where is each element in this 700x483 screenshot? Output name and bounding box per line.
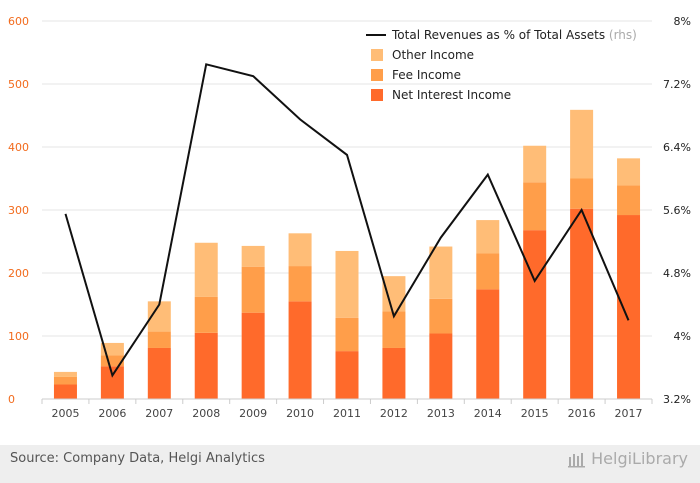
bar-net-interest-income xyxy=(241,312,265,399)
y-right-tick-label: 5.6% xyxy=(663,204,691,217)
source-text: Source: Company Data, Helgi Analytics xyxy=(10,451,265,466)
chart-svg: 0 100 200 300 400 500 600 3.2% 4% 4.8% 5.6% 6.4% 7.2… xyxy=(8,15,691,420)
x-tick-label: 2011 xyxy=(333,407,361,420)
bar-fee-income xyxy=(570,178,594,209)
y-right-tick-label: 4.8% xyxy=(663,267,691,280)
bar-fee-income xyxy=(523,182,547,231)
y-right-tick-label: 3.2% xyxy=(663,393,691,406)
bar-other-income xyxy=(288,233,312,267)
y-right-tick-label: 7.2% xyxy=(663,78,691,91)
bar-other-income xyxy=(523,145,547,183)
y-left-tick-label: 300 xyxy=(8,204,29,217)
legend-label-fee: Fee Income xyxy=(392,68,461,82)
bar-fee-income xyxy=(617,185,641,216)
y-left-tick-label: 100 xyxy=(8,330,29,343)
bar-net-interest-income xyxy=(617,215,641,399)
bar-net-interest-income xyxy=(147,347,171,399)
bar-other-income xyxy=(335,250,359,318)
x-tick-label: 2013 xyxy=(427,407,455,420)
x-tick-label: 2005 xyxy=(51,407,79,420)
library-icon xyxy=(568,452,586,467)
bar-fee-income xyxy=(147,331,171,348)
x-tick-label: 2017 xyxy=(615,407,643,420)
y-left-tick-label: 400 xyxy=(8,141,29,154)
legend-label-nii: Net Interest Income xyxy=(392,88,511,102)
bar-fee-income xyxy=(53,376,77,385)
y-right-tick-label: 4% xyxy=(674,330,691,343)
bar-net-interest-income xyxy=(288,301,312,399)
line-total-revenues-pct-assets xyxy=(64,63,630,378)
x-tick-label: 2016 xyxy=(568,407,596,420)
x-tick-label: 2006 xyxy=(98,407,126,420)
bar-other-income xyxy=(53,371,77,377)
brand-logo: HelgiLibrary xyxy=(567,449,688,468)
legend-label-other: Other Income xyxy=(392,48,474,62)
bar-fee-income xyxy=(476,253,500,290)
bar-fee-income xyxy=(288,266,312,302)
bar-net-interest-income xyxy=(194,332,218,399)
footer: Source: Company Data, Helgi Analytics He… xyxy=(0,445,700,483)
x-tick-label: 2008 xyxy=(192,407,220,420)
bar-other-income xyxy=(382,276,406,312)
axes-group: 0 100 200 300 400 500 600 3.2% 4% 4.8% 5.6% 6.4% 7.2… xyxy=(8,15,691,420)
bar-other-income xyxy=(194,242,218,297)
bar-other-income xyxy=(147,301,171,332)
bar-net-interest-income xyxy=(570,208,594,399)
bar-other-income xyxy=(241,245,265,267)
bar-net-interest-income xyxy=(476,289,500,399)
bar-fee-income xyxy=(429,298,453,334)
chart-area: 0 100 200 300 400 500 600 3.2% 4% 4.8% 5.6% 6.4% 7.2… xyxy=(8,15,691,420)
x-tick-label: 2007 xyxy=(145,407,173,420)
bar-other-income xyxy=(617,158,641,186)
bar-fee-income xyxy=(241,266,265,313)
x-tick-label: 2009 xyxy=(239,407,267,420)
y-right-tick-label: 8% xyxy=(674,15,691,28)
y-left-tick-label: 500 xyxy=(8,78,29,91)
bar-net-interest-income xyxy=(53,384,77,399)
bar-net-interest-income xyxy=(382,347,406,399)
bar-fee-income xyxy=(335,317,359,352)
y-right-tick-label: 6.4% xyxy=(663,141,691,154)
bar-other-income xyxy=(429,246,453,299)
legend-swatch-nii xyxy=(371,89,383,101)
line-group xyxy=(64,63,630,378)
bar-fee-income xyxy=(382,311,406,348)
y-left-tick-label: 0 xyxy=(8,393,15,406)
bar-net-interest-income xyxy=(100,366,124,399)
bar-net-interest-income xyxy=(335,351,359,399)
legend-swatch-other xyxy=(371,49,383,61)
bar-fee-income xyxy=(194,296,218,333)
legend-label-line: Total Revenues as % of Total Assets (rhs… xyxy=(391,28,637,42)
bar-fee-income xyxy=(100,355,124,367)
x-tick-label: 2014 xyxy=(474,407,502,420)
legend-swatch-fee xyxy=(371,69,383,81)
y-left-tick-label: 600 xyxy=(8,15,29,28)
y-left-tick-label: 200 xyxy=(8,267,29,280)
bar-net-interest-income xyxy=(429,333,453,399)
x-tick-label: 2010 xyxy=(286,407,314,420)
x-tick-label: 2015 xyxy=(521,407,549,420)
bar-other-income xyxy=(570,109,594,179)
brand-text: HelgiLibrary xyxy=(591,449,688,468)
bar-net-interest-income xyxy=(523,230,547,399)
x-tick-label: 2012 xyxy=(380,407,408,420)
bar-other-income xyxy=(476,220,500,254)
legend: Total Revenues as % of Total Assets (rhs… xyxy=(366,28,637,102)
